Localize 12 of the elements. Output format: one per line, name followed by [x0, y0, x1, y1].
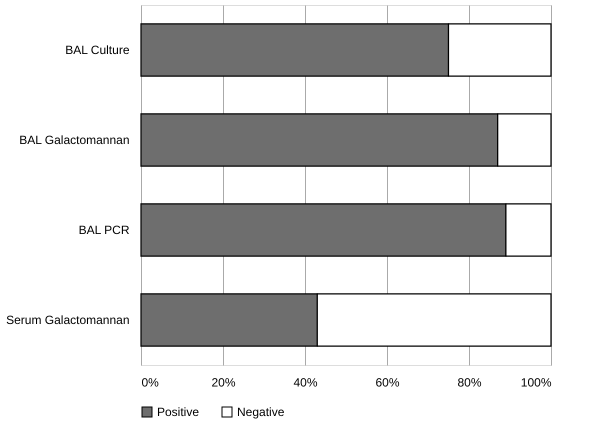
legend-label: Positive [157, 405, 200, 419]
x-tick-label: 0% [142, 376, 160, 390]
x-tick-label: 40% [293, 376, 318, 390]
y-tick-label: BAL PCR [78, 223, 130, 237]
y-tick-label: BAL Culture [65, 43, 130, 57]
x-tick-label: 100% [520, 376, 552, 390]
x-tick-label: 80% [457, 376, 482, 390]
x-tick-label: 60% [375, 376, 400, 390]
x-tick-label: 20% [211, 376, 236, 390]
y-tick-label: Serum Galactomannan [6, 313, 130, 327]
legend-label: Negative [237, 405, 285, 419]
y-tick-label: BAL Galactomannan [19, 133, 130, 147]
